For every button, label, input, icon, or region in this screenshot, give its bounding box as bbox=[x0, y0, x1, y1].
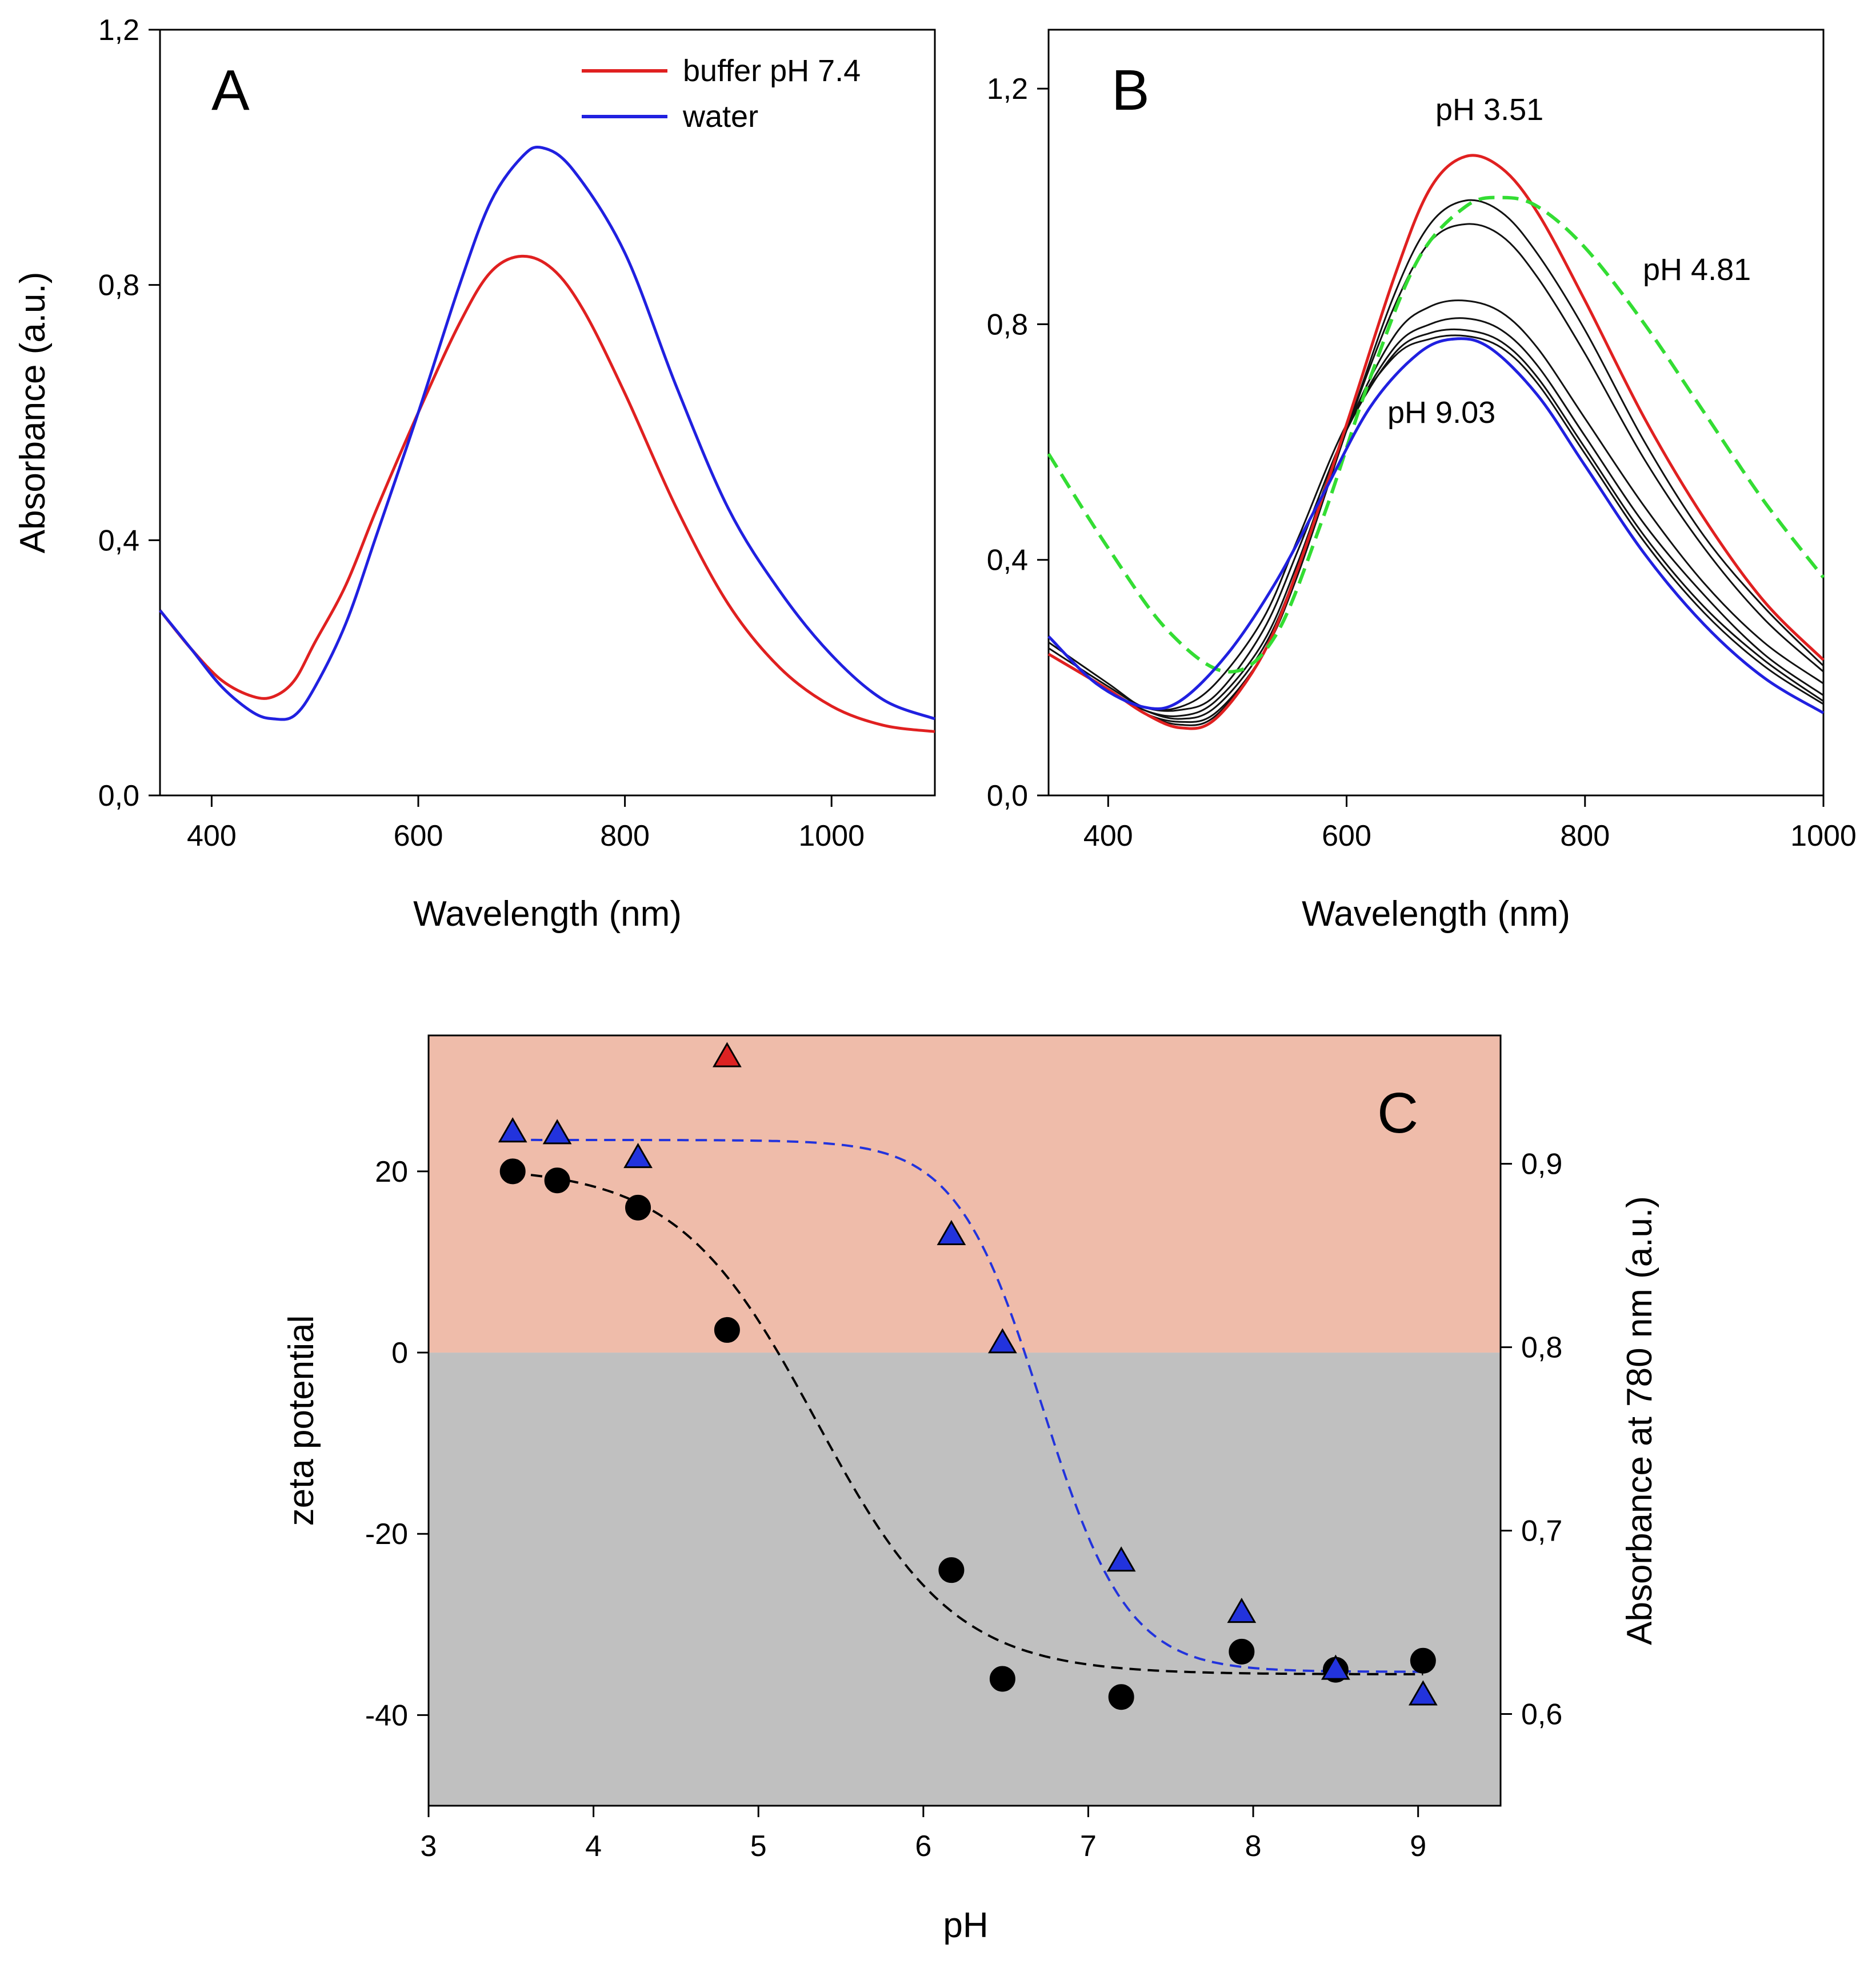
zeta-point bbox=[544, 1167, 570, 1194]
panel-c-data-points bbox=[498, 1042, 1438, 1710]
panel-c-x-tick-label: 3 bbox=[421, 1830, 437, 1863]
panel-c-y-tick-label: 20 bbox=[375, 1155, 408, 1189]
zeta-point bbox=[1108, 1684, 1134, 1710]
panel-c-fit-curves bbox=[513, 1138, 1423, 1675]
zeta-point bbox=[938, 1557, 965, 1583]
legend-label-buffer: buffer pH 7.4 bbox=[683, 54, 861, 88]
panel-b-line-ph-3-51 bbox=[1047, 154, 1825, 730]
positive-region-background bbox=[429, 1035, 1501, 1353]
zeta-point bbox=[1229, 1638, 1255, 1665]
panel-c-y-tick-label: 0 bbox=[391, 1337, 408, 1370]
annotation-ph-4-81: pH 4.81 bbox=[1643, 253, 1751, 287]
panel-c-x-axis-title: pH bbox=[943, 1906, 988, 1945]
panel-a-y-tick-label: 0,8 bbox=[98, 269, 139, 302]
panel-a-x-tick-label: 600 bbox=[394, 819, 443, 853]
panel-a-x-tick-label: 800 bbox=[600, 819, 650, 853]
zeta-point bbox=[625, 1194, 651, 1221]
panel-b-y-tick-label: 0,0 bbox=[987, 779, 1028, 813]
panel-b-y-tick-label: 0,8 bbox=[987, 308, 1028, 341]
absorbance-point bbox=[937, 1219, 966, 1245]
panel-b-line-intermediate-4 bbox=[1048, 317, 1824, 717]
panel-c-y2-axis-title: Absorbance at 780 nm (a.u.) bbox=[1620, 1196, 1659, 1645]
panel-b-y-tick-label: 1,2 bbox=[987, 73, 1028, 106]
panel-b-x-tick-label: 1000 bbox=[1790, 819, 1857, 853]
panel-b-line-intermediate-5 bbox=[1048, 328, 1824, 712]
panel-b-line-ph-4-81 bbox=[1047, 195, 1825, 674]
panel-a-series-lines bbox=[159, 145, 935, 733]
panel-c-y2-tick-label: 0,9 bbox=[1521, 1148, 1562, 1181]
absorbance-point bbox=[1106, 1546, 1136, 1572]
panel-a-y-tick-label: 0,0 bbox=[98, 779, 139, 813]
panel-b-line-intermediate-3 bbox=[1048, 299, 1824, 720]
panel-c-y2-tick-label: 0,8 bbox=[1521, 1331, 1562, 1365]
panel-c: 3 4 5 6 7 8 9 -40 -20 0 20 0,6 0,7 0,8 0,9 C pH zeta p… bbox=[282, 1034, 1659, 1945]
absorbance-point bbox=[1321, 1654, 1350, 1680]
panel-a-x-tick-label: 1000 bbox=[798, 819, 865, 853]
panel-a: 400 600 800 1000 0,0 0,4 0,8 1,2 A buffer pH 7.… bbox=[13, 14, 936, 934]
panel-b-x-tick-label: 400 bbox=[1083, 819, 1133, 853]
panel-a-x-axis-title: Wavelength (nm) bbox=[413, 894, 682, 934]
panel-b-x-tick-label: 800 bbox=[1560, 819, 1610, 853]
panel-c-y2-tick-label: 0,6 bbox=[1521, 1698, 1562, 1731]
panel-c-x-tick-label: 4 bbox=[585, 1830, 602, 1863]
panel-c-y2-tick-label: 0,7 bbox=[1521, 1515, 1562, 1548]
panel-a-plot-frame bbox=[159, 29, 936, 797]
zeta-point bbox=[1410, 1647, 1436, 1674]
panel-a-y-tick-label: 1,2 bbox=[98, 14, 139, 47]
panel-a-line-water bbox=[159, 145, 935, 721]
panel-b-letter: B bbox=[1111, 58, 1150, 122]
absorbance-point bbox=[987, 1328, 1017, 1354]
panel-a-y-axis-title: Absorbance (a.u.) bbox=[13, 272, 53, 554]
zeta-point bbox=[499, 1158, 526, 1185]
absorbance-point bbox=[623, 1143, 653, 1169]
panel-a-y-tick-label: 0,4 bbox=[98, 524, 139, 557]
panel-b: 400 600 800 1000 0,0 0,4 0,8 1,2 B pH 3.51 pH 4… bbox=[987, 29, 1857, 934]
zeta-point bbox=[989, 1666, 1015, 1692]
annotation-ph-9-03: pH 9.03 bbox=[1387, 395, 1495, 430]
panel-c-absorbance-fit-curve bbox=[513, 1138, 1423, 1673]
panel-b-line-intermediate-6 bbox=[1048, 334, 1824, 711]
panel-b-series-lines bbox=[1047, 154, 1825, 730]
absorbance-point bbox=[542, 1119, 572, 1145]
panel-c-x-tick-label: 5 bbox=[750, 1830, 767, 1863]
panel-c-letter: C bbox=[1377, 1081, 1418, 1145]
panel-b-line-ph-9-03 bbox=[1047, 337, 1825, 714]
negative-region-background bbox=[429, 1353, 1501, 1806]
panel-b-ticks: 400 600 800 1000 0,0 0,4 0,8 1,2 bbox=[987, 73, 1857, 853]
panel-c-plot-frame bbox=[427, 1034, 1502, 1807]
absorbance-outlier-point bbox=[712, 1042, 742, 1067]
panel-c-ticks: 3 4 5 6 7 8 9 -40 -20 0 20 0,6 0,7 0,8 0,9 bbox=[365, 1148, 1562, 1863]
panel-c-y-tick-label: -40 bbox=[365, 1699, 408, 1732]
panel-b-y-tick-label: 0,4 bbox=[987, 544, 1028, 577]
panel-b-line-intermediate-2 bbox=[1048, 223, 1824, 723]
panel-c-y-tick-label: -20 bbox=[365, 1518, 408, 1551]
panel-c-y-axis-title: zeta potential bbox=[282, 1315, 321, 1526]
panel-a-ticks: 400 600 800 1000 0,0 0,4 0,8 1,2 bbox=[98, 14, 865, 853]
legend-label-water: water bbox=[682, 99, 758, 134]
panel-b-line-intermediate-1 bbox=[1048, 199, 1825, 726]
panel-b-plot-frame bbox=[1047, 29, 1825, 797]
absorbance-point bbox=[498, 1117, 527, 1143]
zeta-point bbox=[714, 1317, 740, 1343]
panel-a-x-tick-label: 400 bbox=[187, 819, 237, 853]
panel-a-line-buffer-ph-7-4 bbox=[159, 254, 935, 733]
panel-c-x-tick-label: 6 bbox=[915, 1830, 931, 1863]
panel-c-x-tick-label: 8 bbox=[1245, 1830, 1262, 1863]
panel-b-x-tick-label: 600 bbox=[1322, 819, 1371, 853]
panel-c-x-tick-label: 9 bbox=[1410, 1830, 1426, 1863]
panel-c-x-tick-label: 7 bbox=[1080, 1830, 1097, 1863]
annotation-ph-3-51: pH 3.51 bbox=[1435, 93, 1543, 127]
absorbance-point bbox=[1408, 1680, 1438, 1706]
absorbance-point bbox=[1227, 1597, 1257, 1623]
panel-a-letter: A bbox=[211, 58, 250, 122]
panel-b-x-axis-title: Wavelength (nm) bbox=[1302, 894, 1570, 934]
